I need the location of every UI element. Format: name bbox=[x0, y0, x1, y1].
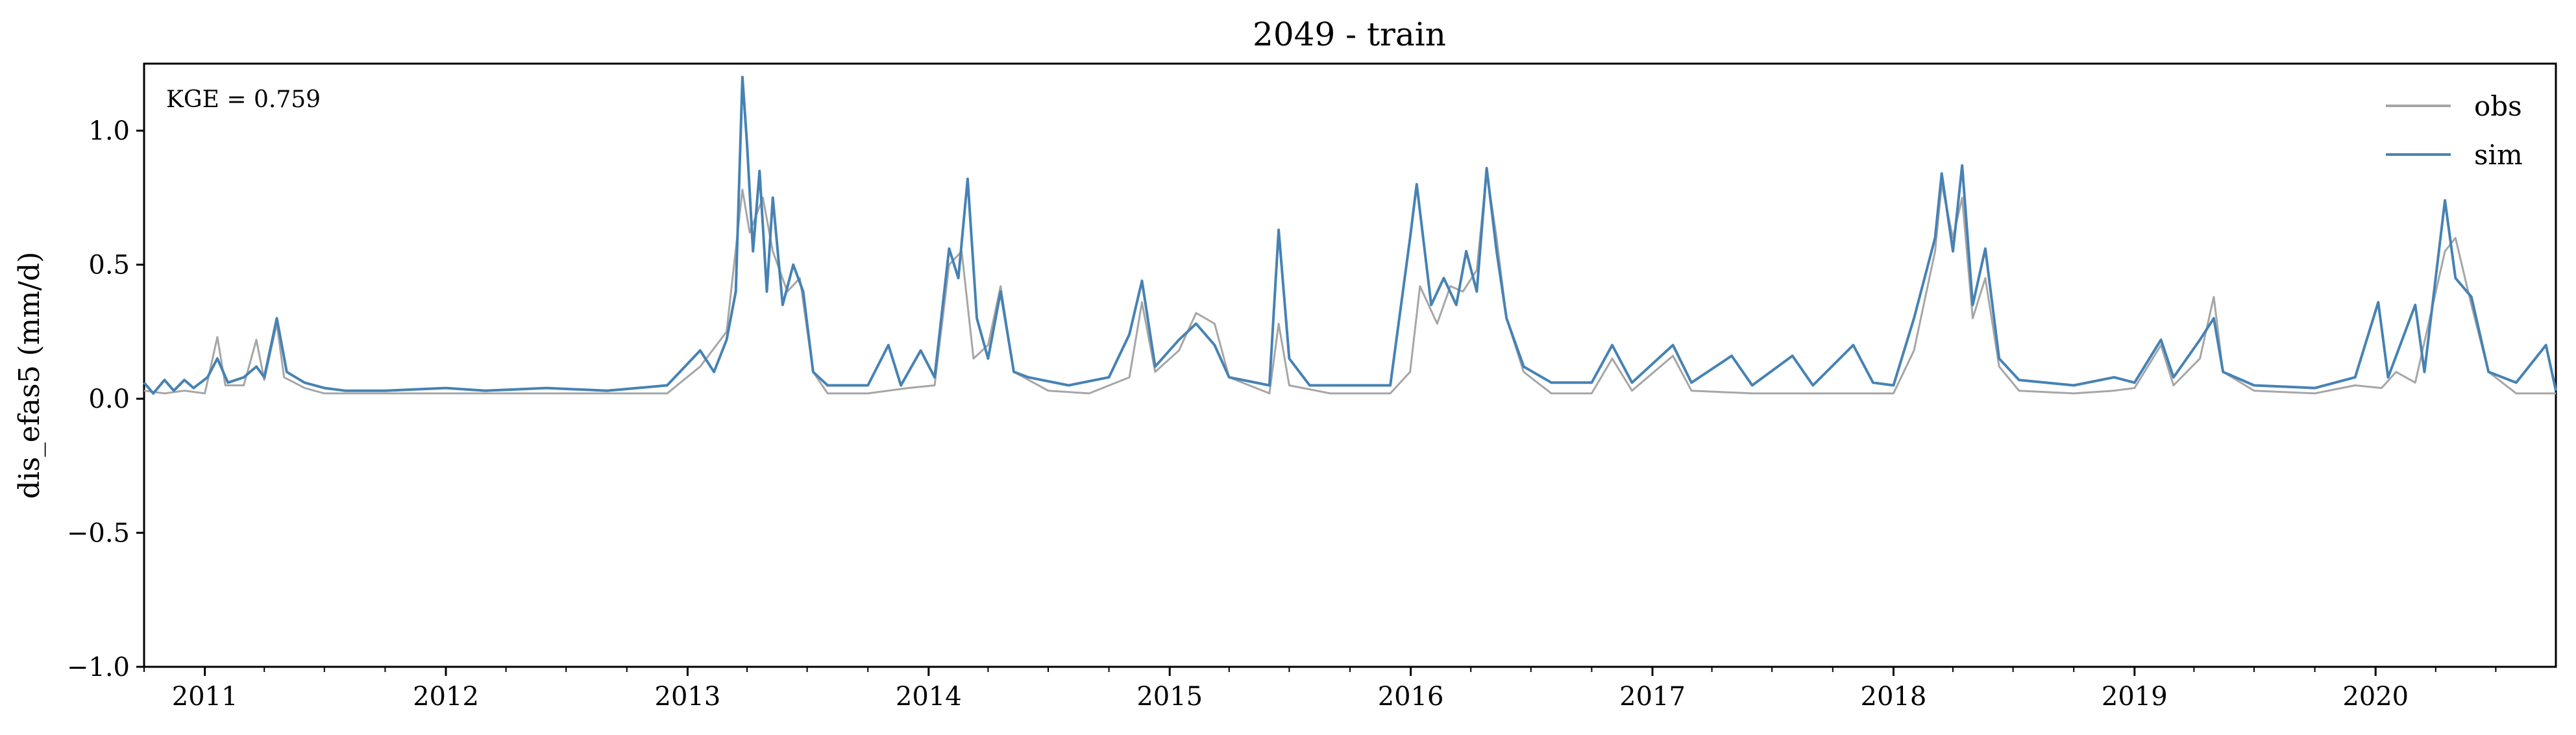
legend: obs sim bbox=[2386, 90, 2523, 171]
y-tick-label: 0.5 bbox=[88, 251, 130, 280]
y-tick-label: −0.5 bbox=[67, 519, 130, 549]
legend-label-obs: obs bbox=[2474, 90, 2522, 122]
x-tick-label: 2012 bbox=[413, 682, 479, 712]
kge-annotation: KGE = 0.759 bbox=[166, 86, 321, 113]
x-tick-label: 2019 bbox=[2102, 682, 2168, 712]
y-tick-label: 0.0 bbox=[88, 384, 130, 414]
x-tick-label: 2018 bbox=[1861, 682, 1927, 712]
x-tick-label: 2015 bbox=[1136, 682, 1203, 712]
x-tick-label: 2020 bbox=[2342, 682, 2409, 712]
y-tick-label: 1.0 bbox=[88, 116, 130, 146]
y-tick-label: −1.0 bbox=[67, 653, 130, 682]
x-tick-label: 2016 bbox=[1378, 682, 1444, 712]
y-axis-title: dis_efas5 (mm/d) bbox=[13, 252, 46, 499]
y-axis: −1.0 −0.5 0.0 0.5 1.0 bbox=[67, 116, 144, 682]
series-line-sim bbox=[143, 75, 2557, 395]
x-tick-label: 2017 bbox=[1619, 682, 1686, 712]
plot-area: 2011 2012 2013 2014 2015 2016 2017 2018 2019 2020… bbox=[67, 62, 2557, 712]
legend-label-sim: sim bbox=[2474, 139, 2523, 171]
x-axis: 2011 2012 2013 2014 2015 2016 2017 2018 2019 2020 bbox=[143, 667, 2497, 712]
chart-title: 2049 - train bbox=[1253, 16, 1446, 53]
x-tick-label: 2013 bbox=[655, 682, 721, 712]
x-tick-label: 2011 bbox=[172, 682, 238, 712]
series-line-obs bbox=[143, 169, 2556, 395]
x-tick-label: 2014 bbox=[896, 682, 962, 712]
series-layer bbox=[143, 75, 2557, 395]
